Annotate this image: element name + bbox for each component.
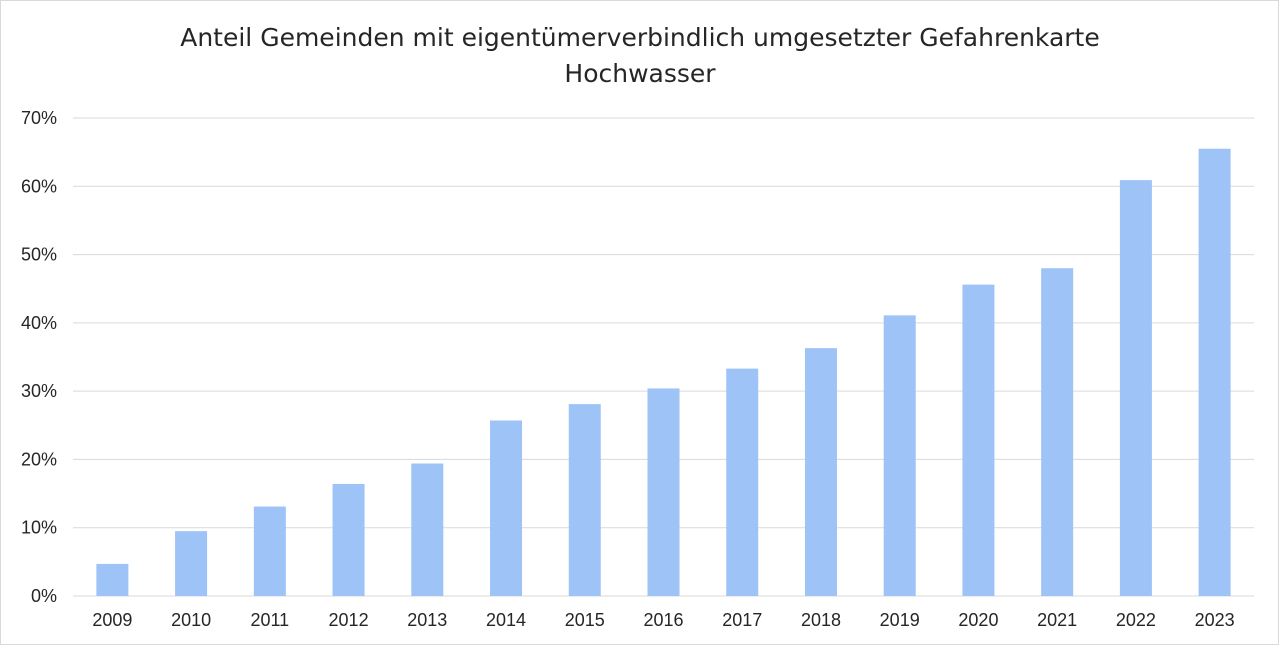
x-tick-label: 2019 — [880, 610, 920, 630]
x-tick-label: 2022 — [1116, 610, 1156, 630]
y-tick-label: 0% — [31, 586, 57, 606]
chart-title: Anteil Gemeinden mit eigentümerverbindli… — [0, 20, 1280, 92]
bar-2011 — [253, 506, 286, 596]
x-tick-label: 2016 — [643, 610, 683, 630]
x-axis-tick-labels: 2009 2010 2011 2012 2013 2014 2015 2016 2017 2018… — [92, 610, 1234, 630]
x-tick-label: 2020 — [958, 610, 998, 630]
bar-2015 — [568, 404, 601, 596]
bar-2009 — [96, 563, 129, 596]
chart-title-line-2: Hochwasser — [564, 59, 716, 88]
y-tick-label: 70% — [21, 108, 57, 128]
chart-title-line-1: Anteil Gemeinden mit eigentümerverbindli… — [180, 23, 1100, 52]
x-tick-label: 2009 — [92, 610, 132, 630]
bar-2017 — [726, 368, 759, 596]
y-axis-tick-labels: 0% 10% 20% 30% 40% 50% 60% 70% — [21, 108, 57, 606]
bar-2016 — [647, 388, 680, 596]
bars — [96, 148, 1231, 596]
bar-2014 — [490, 420, 523, 596]
bar-2010 — [175, 531, 208, 596]
x-tick-label: 2012 — [329, 610, 369, 630]
y-tick-label: 40% — [21, 313, 57, 333]
bar-2013 — [411, 463, 444, 596]
x-tick-label: 2017 — [722, 610, 762, 630]
y-tick-label: 60% — [21, 176, 57, 196]
x-tick-label: 2023 — [1195, 610, 1235, 630]
y-tick-label: 20% — [21, 449, 57, 469]
x-tick-label: 2018 — [801, 610, 841, 630]
bar-2018 — [804, 348, 837, 596]
x-tick-label: 2015 — [565, 610, 605, 630]
bar-2012 — [332, 484, 365, 596]
x-tick-label: 2014 — [486, 610, 526, 630]
y-tick-label: 50% — [21, 245, 57, 265]
y-tick-label: 30% — [21, 381, 57, 401]
x-tick-label: 2013 — [407, 610, 447, 630]
y-tick-label: 10% — [21, 518, 57, 538]
bar-2023 — [1198, 148, 1231, 596]
x-tick-label: 2010 — [171, 610, 211, 630]
bar-2022 — [1119, 180, 1152, 596]
bar-2020 — [962, 284, 995, 596]
bar-2019 — [883, 315, 916, 596]
bar-2021 — [1041, 268, 1074, 596]
x-tick-label: 2021 — [1037, 610, 1077, 630]
x-tick-label: 2011 — [250, 610, 289, 630]
